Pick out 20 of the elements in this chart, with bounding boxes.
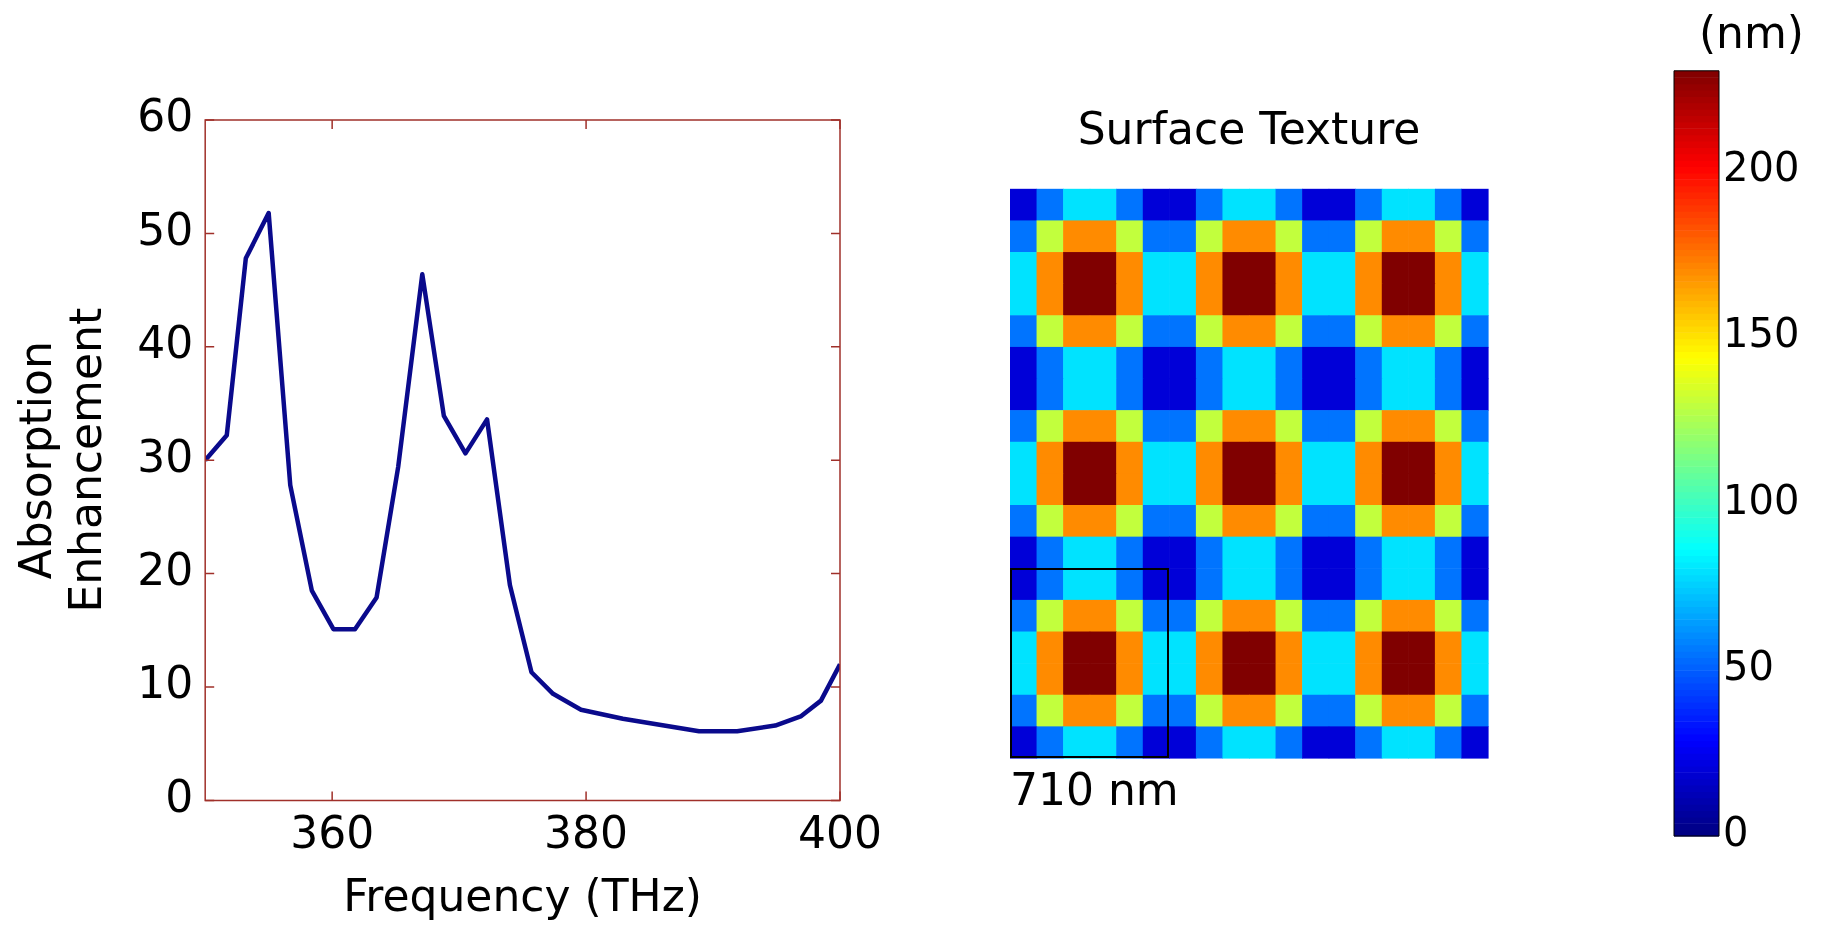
text: 710 nm	[1010, 764, 1179, 816]
y-tick-label: 50	[137, 203, 194, 255]
color-bar-label: 150	[1723, 310, 1800, 357]
x-axis-title: Frequency (THz)	[343, 870, 702, 922]
color-bar-title: (nm)	[1698, 6, 1805, 58]
color-bar-label: 0	[1723, 809, 1749, 856]
chart-title: Surface Texture	[1077, 102, 1421, 154]
x-tick-label: 360	[290, 807, 375, 859]
y-tick-label: 60	[137, 90, 194, 142]
y-axis-title: Absorption Enhancement	[9, 307, 112, 613]
x-tick-label: 380	[544, 807, 629, 859]
color-bar-label: 50	[1723, 643, 1774, 690]
color-bar-label: 200	[1723, 144, 1800, 190]
y-tick-label: 40	[137, 317, 194, 369]
x-tick-label: 400	[798, 807, 882, 859]
y-tick-label: 10	[137, 657, 194, 709]
color-bar-label: 100	[1723, 476, 1800, 523]
y-tick-label: 20	[137, 544, 194, 596]
y-tick-label: 0	[165, 770, 194, 822]
y-tick-label: 30	[137, 430, 194, 482]
